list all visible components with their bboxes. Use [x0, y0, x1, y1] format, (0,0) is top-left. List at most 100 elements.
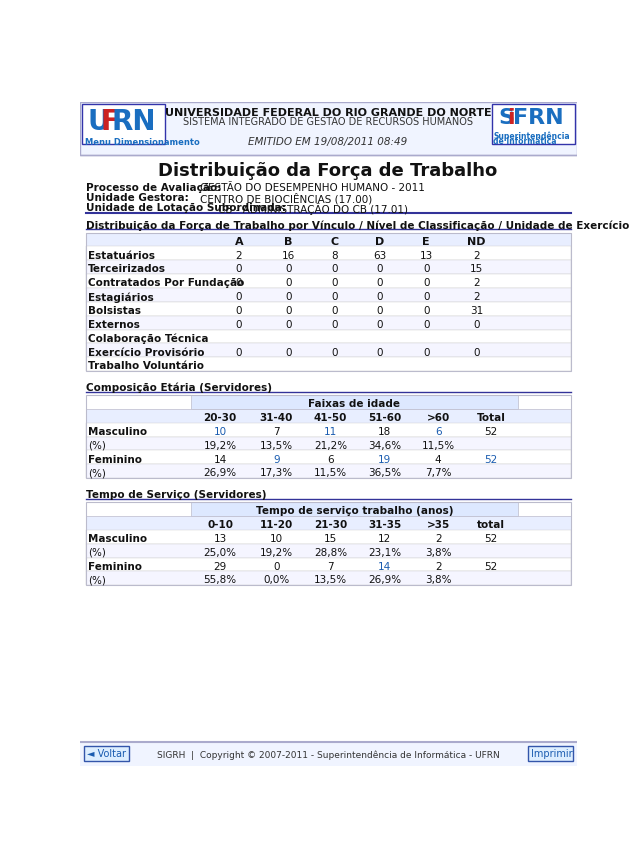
Text: 4: 4 [435, 454, 442, 464]
Text: SISTEMA INTEGRADO DE GESTÃO DE RECURSOS HUMANOS: SISTEMA INTEGRADO DE GESTÃO DE RECURSOS … [183, 117, 473, 127]
Text: 10: 10 [270, 533, 283, 543]
Text: A: A [235, 237, 244, 246]
Text: >35: >35 [426, 519, 450, 530]
Bar [87, 302, 570, 316]
Text: Feminino: Feminino [88, 561, 142, 571]
Text: Contratados Por Fundação: Contratados Por Fundação [88, 278, 244, 288]
Text: 11-20: 11-20 [260, 519, 293, 530]
Bar [87, 275, 570, 288]
Text: 0: 0 [376, 347, 383, 357]
Text: 0: 0 [236, 292, 242, 301]
Text: 20-30: 20-30 [203, 412, 237, 423]
Text: 2: 2 [236, 251, 242, 260]
Text: 63: 63 [373, 251, 387, 260]
Text: CB - ADMINISTRAÇÃO DO CB (17.01): CB - ADMINISTRAÇÃO DO CB (17.01) [218, 202, 408, 214]
Bar [191, 395, 518, 410]
Text: 8: 8 [331, 251, 338, 260]
Text: Masculino: Masculino [88, 426, 147, 437]
Text: F: F [100, 108, 119, 136]
Text: 11,5%: 11,5% [314, 468, 347, 478]
Text: C: C [330, 237, 338, 246]
Text: >60: >60 [426, 412, 450, 423]
Text: 19,2%: 19,2% [203, 440, 237, 450]
Text: 0: 0 [376, 278, 383, 288]
Text: 12: 12 [378, 533, 391, 543]
Text: 31-40: 31-40 [260, 412, 293, 423]
Text: 6: 6 [327, 454, 334, 464]
Text: 51-60: 51-60 [368, 412, 401, 423]
Bar [87, 503, 570, 585]
Text: 11,5%: 11,5% [422, 440, 454, 450]
Text: SIGRH  |  Copyright © 2007-2011 - Superintendência de Informática - UFRN: SIGRH | Copyright © 2007-2011 - Superint… [157, 749, 499, 759]
Text: 14: 14 [213, 454, 227, 464]
Text: FRN: FRN [513, 108, 563, 128]
Text: Colaboração Técnica: Colaboração Técnica [88, 333, 208, 344]
Text: 55,8%: 55,8% [203, 575, 237, 585]
Text: total: total [478, 519, 505, 530]
Text: 0: 0 [331, 306, 338, 316]
Bar [87, 233, 570, 372]
Text: 19,2%: 19,2% [260, 547, 293, 557]
Text: Tempo de serviço trabalho (anos): Tempo de serviço trabalho (anos) [256, 505, 453, 516]
Text: 34,6%: 34,6% [368, 440, 401, 450]
Text: 0: 0 [376, 292, 383, 301]
Text: 19: 19 [378, 454, 391, 464]
Text: 2: 2 [435, 533, 442, 543]
Text: Tempo de Serviço (Servidores): Tempo de Serviço (Servidores) [87, 489, 267, 499]
Text: 0: 0 [236, 306, 242, 316]
Text: Unidade de Lotação Subordinada:: Unidade de Lotação Subordinada: [87, 202, 287, 213]
Text: 52: 52 [485, 454, 498, 464]
Text: Feminino: Feminino [88, 454, 142, 464]
Text: 3,8%: 3,8% [425, 547, 451, 557]
Bar [87, 451, 570, 465]
Bar [191, 503, 518, 517]
Text: 25,0%: 25,0% [203, 547, 237, 557]
Text: 15: 15 [324, 533, 337, 543]
Text: ND: ND [467, 237, 486, 246]
Bar [87, 331, 570, 344]
Text: 31: 31 [470, 306, 483, 316]
Text: i: i [507, 108, 515, 128]
Bar [87, 558, 570, 572]
Text: 0: 0 [423, 347, 429, 357]
Text: B: B [285, 237, 293, 246]
Text: Exercício Provisório: Exercício Provisório [88, 347, 204, 357]
Text: 0: 0 [236, 347, 242, 357]
Text: (%): (%) [88, 468, 106, 478]
Text: 13,5%: 13,5% [314, 575, 347, 585]
Text: Distribuição da Força de Trabalho por Vínculo / Nível de Classificação / Unidade: Distribuição da Força de Trabalho por Ví… [87, 220, 629, 231]
Text: Menu Dimensionamento: Menu Dimensionamento [85, 138, 199, 147]
Text: 15: 15 [470, 264, 483, 274]
Text: 31-35: 31-35 [368, 519, 401, 530]
Text: 26,9%: 26,9% [203, 468, 237, 478]
Bar [87, 544, 570, 558]
Text: EMITIDO EM 19/08/2011 08:49: EMITIDO EM 19/08/2011 08:49 [249, 137, 408, 147]
Text: Total: Total [477, 412, 506, 423]
Text: 52: 52 [485, 533, 498, 543]
Text: 2: 2 [435, 561, 442, 571]
Text: Faixas de idade: Faixas de idade [308, 399, 401, 409]
Text: 0: 0 [236, 319, 242, 330]
Text: 7: 7 [327, 561, 334, 571]
Text: 18: 18 [378, 426, 391, 437]
Text: 0: 0 [331, 347, 338, 357]
Text: Terceirizados: Terceirizados [88, 264, 166, 274]
Bar [80, 103, 577, 156]
Text: 7: 7 [273, 426, 279, 437]
Text: U: U [88, 108, 110, 136]
Text: 0: 0 [331, 264, 338, 274]
Text: 16: 16 [282, 251, 296, 260]
Bar [492, 105, 576, 145]
Bar [87, 344, 570, 358]
Text: 0: 0 [285, 292, 292, 301]
Text: 13: 13 [420, 251, 433, 260]
Text: 23,1%: 23,1% [368, 547, 401, 557]
Text: 13,5%: 13,5% [260, 440, 293, 450]
Text: 14: 14 [378, 561, 391, 571]
Text: Estatuários: Estatuários [88, 251, 155, 260]
Bar [87, 465, 570, 479]
Text: 41-50: 41-50 [313, 412, 347, 423]
Bar [87, 517, 570, 530]
Text: RN: RN [111, 108, 156, 136]
Text: 0: 0 [285, 264, 292, 274]
